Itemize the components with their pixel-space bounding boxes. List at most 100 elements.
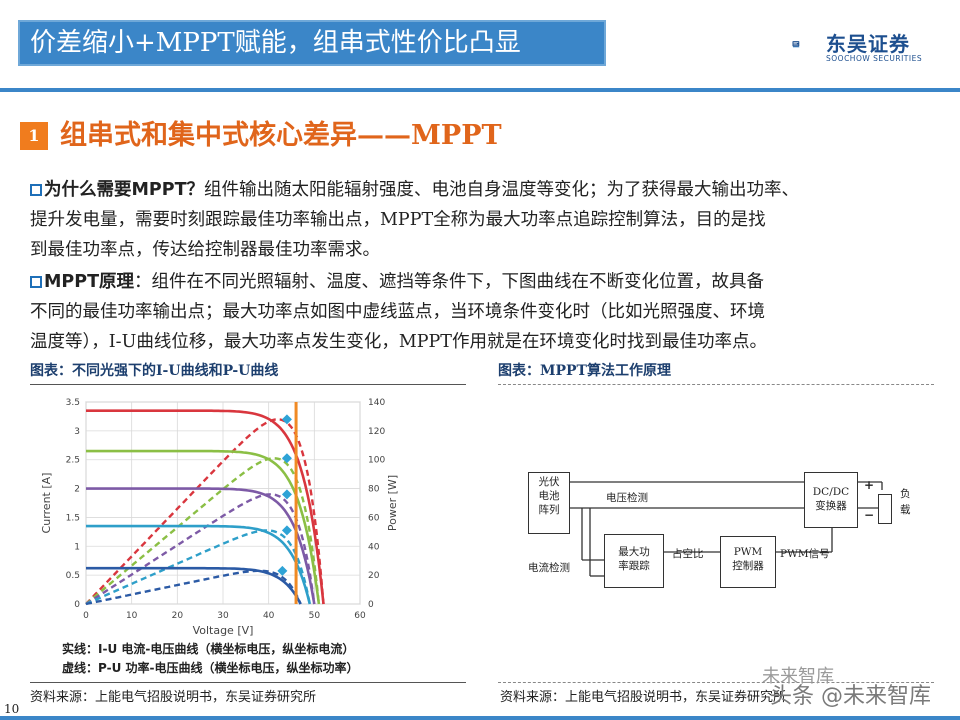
paragraph-2-line-2: 不同的最佳功率输出点；最大功率点如图中虚线蓝点，当环境条件变化时（比如光照强度、… (30, 302, 765, 322)
plus-terminal: + (864, 478, 875, 492)
load-resistor-block (878, 494, 892, 524)
iu-curve-series-2 (86, 449, 321, 605)
paragraph-1-heading: 为什么需要MPPT？ (44, 180, 205, 200)
y-right-tick-label: 0 (368, 600, 374, 610)
paragraph-2-line-3: 温度等），I-U曲线位移，最大功率点发生变化，MPPT作用就是在环境变化时找到最… (30, 332, 767, 352)
load-label-2: 载 (900, 504, 911, 516)
y-right-tick-label: 20 (368, 571, 380, 581)
y-right-tick-label: 80 (368, 485, 380, 495)
chart-axes: 0 10 20 30 40 50 6000.511.522.533.502040608010… (40, 398, 399, 637)
y-left-tick-label: 3.5 (66, 398, 80, 408)
x-tick-label: 20 (172, 611, 184, 621)
chart-series (85, 402, 325, 606)
section-number-badge (20, 122, 48, 150)
y-right-axis-label: Power [W] (386, 475, 399, 531)
pu-curve-series-2 (85, 457, 321, 605)
paragraph-2-line-1: MPPT原理：组件在不同光照辐射、温度、遮挡等条件下，下图曲线在不断变化位置，故… (30, 270, 764, 294)
y-left-tick-label: 0 (74, 600, 80, 610)
paragraph-1-line-3: 到最佳功率点，传达给控制器最佳功率需求。 (30, 240, 380, 260)
x-tick-label: 30 (217, 611, 229, 621)
brand-name-en: SOOCHOW SECURITIES (826, 54, 923, 63)
title-banner (18, 20, 606, 66)
mpp-marker-1 (281, 414, 292, 425)
legend-dashed-line: 虚线：P-U 功率-电压曲线（横坐标电压，纵坐标功率） (62, 661, 359, 675)
y-left-tick-label: 1 (74, 542, 80, 552)
pu-curve-series-5 (85, 569, 302, 606)
paragraph-2-text: ：组件在不同光照辐射、温度、遮挡等条件下，下图曲线在不断变化位置，故具备 (134, 272, 765, 292)
pv-label-2: 电池 (538, 490, 560, 502)
footer-divider (0, 716, 960, 720)
x-tick-label: 60 (354, 611, 366, 621)
pwm-controller-block: PWM 控制器 (720, 536, 776, 588)
pwm-label-2: 控制器 (732, 560, 764, 572)
y-right-tick-label: 40 (368, 542, 380, 552)
pwm-signal-label: PWM信号 (780, 548, 830, 560)
pwm-label-1: PWM (733, 546, 763, 558)
load-label-1: 负 (900, 488, 911, 500)
iu-curve-series-3 (86, 487, 316, 605)
brand-name: 东吴证券 (826, 32, 910, 56)
current-detect-label: 电流检测 (528, 562, 570, 574)
y-right-tick-label: 60 (368, 513, 380, 523)
figure-left-top-rule (30, 384, 466, 385)
mppt-block-diagram-lines (570, 481, 883, 577)
section-title: 组串式和集中式核心差异——MPPT (60, 120, 502, 151)
iu-curve-series-4 (86, 524, 312, 605)
watermark-top: 未来智库 (762, 666, 834, 687)
x-tick-label: 10 (126, 611, 138, 621)
legend-solid-line: 实线：I-U 电流-电压曲线（横坐标电压，纵坐标电流） (62, 642, 355, 656)
pu-curve-series-3 (85, 493, 316, 606)
figure-right-top-rule (498, 384, 934, 385)
load-label: 负 载 (900, 486, 911, 518)
checkbox-bullet-icon (30, 276, 42, 288)
iu-pu-chart: 0 10 20 30 40 50 6000.511.522.533.502040608010… (40, 398, 399, 637)
brand-logo-icon (792, 41, 800, 48)
figure-right-caption: 图表：MPPT算法工作原理 (498, 363, 671, 379)
iu-curve-series-1 (86, 409, 325, 605)
mppt-label-2: 率跟踪 (618, 560, 650, 572)
duty-ratio-label: 占空比 (672, 548, 704, 560)
dcdc-label-1: DC/DC (812, 486, 850, 498)
y-right-tick-label: 140 (368, 398, 385, 408)
mppt-block: 最大功 率跟踪 (604, 534, 664, 588)
figure-left-caption: 图表：不同光强下的I-U曲线和P-U曲线 (30, 363, 279, 379)
y-left-tick-label: 2.5 (66, 456, 80, 466)
x-tick-label: 50 (309, 611, 321, 621)
dcdc-label-2: 变换器 (815, 500, 847, 512)
paragraph-1-line-2: 提升发电量，需要时刻跟踪最佳功率输出点，MPPT全称为最大功率点追踪控制算法，目… (30, 210, 766, 230)
figure-left-bottom-rule (30, 682, 466, 683)
mpp-marker-3 (281, 489, 292, 500)
mpp-marker-4 (281, 525, 292, 536)
x-axis-label: Voltage [V] (193, 624, 254, 637)
mpp-marker-5 (277, 565, 288, 576)
y-left-tick-label: 0.5 (66, 571, 80, 581)
minus-terminal: − (864, 508, 875, 522)
paragraph-1-line-1: 为什么需要MPPT？组件输出随太阳能辐射强度、电池自身温度等变化；为了获得最大输… (30, 178, 799, 202)
y-right-tick-label: 120 (368, 427, 385, 437)
figure-left-source: 资料来源：上能电气招股说明书，东吴证券研究所 (30, 690, 317, 705)
paragraph-1-text: 组件输出随太阳能辐射强度、电池自身温度等变化；为了获得最大输出功率、 (204, 180, 800, 200)
x-tick-label: 0 (83, 611, 89, 621)
paragraph-2-heading: MPPT原理 (44, 272, 135, 292)
y-left-tick-label: 1.5 (66, 513, 80, 523)
y-left-tick-label: 3 (74, 427, 80, 437)
dcdc-converter-block: DC/DC 变换器 (804, 472, 858, 528)
figure-right-bottom-rule (498, 682, 934, 683)
pv-label-3: 阵列 (538, 504, 560, 516)
checkbox-bullet-icon (30, 184, 42, 196)
mppt-label-1: 最大功 (618, 546, 650, 558)
page-title: 价差缩小+MPPT赋能，组串式性价比凸显 (30, 28, 521, 58)
page-number: 10 (4, 702, 20, 716)
pv-array-block: 光伏 电池 阵列 (528, 472, 570, 534)
watermark-bottom: 头条 @未来智库 (770, 684, 931, 709)
mpp-marker-2 (281, 453, 292, 464)
y-right-tick-label: 100 (368, 456, 385, 466)
pu-curve-series-4 (85, 529, 311, 606)
header-divider (0, 88, 960, 92)
pv-label-1: 光伏 (538, 476, 560, 488)
section-number: 1 (28, 126, 40, 145)
y-left-axis-label: Current [A] (40, 473, 53, 534)
figure-right-source: 资料来源：上能电气招股说明书，东吴证券研究所 (500, 690, 787, 705)
x-tick-label: 40 (263, 611, 275, 621)
voltage-detect-label: 电压检测 (606, 492, 648, 504)
